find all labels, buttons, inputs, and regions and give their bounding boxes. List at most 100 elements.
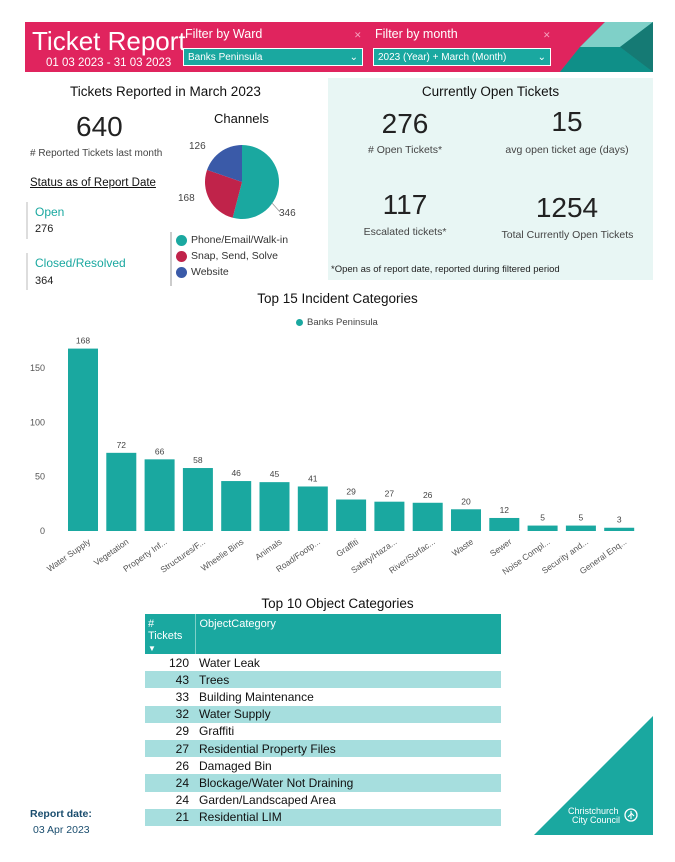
report-title: Ticket Report [32, 26, 186, 56]
bar[interactable] [565, 525, 596, 531]
y-tick-label: 0 [40, 526, 45, 536]
ticket-count-cell: 24 [145, 774, 195, 792]
bar-data-label: 27 [385, 489, 395, 499]
object-category-cell: Trees [195, 671, 501, 689]
bar[interactable] [604, 527, 635, 531]
object-category-cell: Building Maintenance [195, 688, 501, 706]
bar[interactable] [297, 486, 328, 531]
bar[interactable] [527, 525, 558, 531]
col-header-category[interactable]: ObjectCategory [194, 614, 501, 654]
table-row[interactable]: 32 Water Supply [145, 705, 501, 723]
bar-data-label: 45 [270, 469, 280, 479]
status-open-divider [26, 202, 28, 239]
legend-item-phone[interactable]: Phone/Email/Walk-in [176, 232, 320, 248]
month-filter-label: Filter by month [375, 27, 458, 41]
bar[interactable] [68, 348, 98, 531]
bar[interactable] [106, 452, 137, 531]
table-header-row: # Tickets ▼ ObjectCategory [145, 614, 501, 654]
table-row[interactable]: 33 Building Maintenance [145, 688, 501, 706]
bar-data-label: 168 [76, 336, 90, 346]
clear-ward-filter-icon[interactable]: ✕ [354, 30, 362, 40]
status-closed-value: 364 [35, 275, 54, 287]
x-tick-label: Wheelie Bins [199, 536, 245, 573]
reported-total: 640 [76, 111, 123, 142]
table-body: 120 Water Leak 43 Trees 33 Building Maintenan… [145, 654, 501, 826]
pie-slice-phone-email-walk-in[interactable] [232, 145, 279, 219]
avg-age-label: avg open ticket age (days) [505, 144, 629, 156]
table-row[interactable]: 27 Residential Property Files [145, 739, 501, 758]
table-row[interactable]: 43 Trees [145, 671, 501, 689]
month-filter-value: 2023 (Year) + March (Month) [378, 51, 507, 63]
bar[interactable] [412, 502, 443, 531]
reported-total-label: # Reported Tickets last month [30, 148, 163, 159]
bar[interactable] [489, 517, 520, 531]
ticket-count-cell: 43 [145, 671, 195, 689]
object-category-cell: Residential Property Files [195, 739, 501, 758]
chevron-down-icon: ⌄ [349, 51, 358, 63]
header-decoration [560, 22, 653, 72]
bar-data-label: 41 [308, 473, 318, 483]
ticket-count-cell: 29 [145, 722, 195, 740]
pie-slice-website[interactable] [207, 145, 242, 182]
object-category-cell: Water Leak [195, 654, 501, 672]
open-count-label: # Open Tickets* [367, 144, 443, 156]
bar-chart-legend: Banks Peninsula [296, 317, 378, 328]
channels-title: Channels [214, 111, 269, 126]
bar-data-label: 29 [346, 487, 356, 497]
legend-dot-snap [176, 250, 187, 262]
pie-leader-lines [271, 202, 281, 213]
bar[interactable] [374, 501, 405, 531]
month-filter-select[interactable]: 2023 (Year) + March (Month) ⌄ [373, 48, 551, 66]
bar[interactable] [259, 482, 290, 531]
bar-data-label: 26 [423, 490, 433, 500]
x-tick-label: Graffiti [334, 536, 360, 559]
table-row[interactable]: 24 Blockage/Water Not Draining [145, 774, 501, 792]
table-row[interactable]: 29 Graffiti [145, 722, 501, 740]
table-row[interactable]: 24 Garden/Landscaped Area [145, 791, 501, 809]
bar-data-label: 58 [193, 455, 203, 465]
x-tick-label: Waste [450, 536, 475, 558]
legend-label-phone: Phone/Email/Walk-in [191, 234, 289, 246]
pie-slice-snap-send-solve[interactable] [205, 169, 242, 218]
council-logo: Christchurch City Council [568, 807, 638, 825]
pie-label-snap: 168 [178, 193, 195, 204]
chevron-down-icon: ⌄ [537, 51, 546, 63]
total-open-count: 1254 [535, 192, 599, 223]
legend-dot-phone [176, 234, 187, 246]
ward-filter-select[interactable]: Banks Peninsula ⌄ [183, 48, 363, 66]
bar[interactable] [221, 481, 252, 531]
object-category-cell: Blockage/Water Not Draining [195, 774, 501, 792]
bar[interactable] [182, 468, 213, 531]
object-category-cell: Graffiti [195, 722, 501, 740]
bar-data-label: 3 [617, 515, 622, 525]
ward-filter-label: Filter by Ward [185, 27, 263, 41]
legend-item-website[interactable]: Website [176, 264, 320, 280]
status-open-label: Open [35, 205, 65, 219]
bar[interactable] [336, 499, 367, 531]
table-row[interactable]: 26 Damaged Bin [145, 757, 501, 775]
table-row[interactable]: 120 Water Leak [145, 654, 501, 672]
col-header-tickets[interactable]: # Tickets ▼ [145, 614, 195, 654]
ticket-count-cell: 120 [145, 654, 195, 672]
object-category-cell: Residential LIM [195, 808, 501, 826]
bar[interactable] [451, 509, 481, 531]
channels-pie[interactable] [202, 142, 282, 222]
table-row[interactable]: 21 Residential LIM [145, 808, 501, 826]
bar[interactable] [144, 459, 175, 531]
status-closed-label: Closed/Resolved [35, 256, 126, 270]
ticket-count-cell: 27 [145, 739, 195, 758]
object-category-cell: Garden/Landscaped Area [195, 791, 501, 809]
escalated-count: 117 [382, 189, 428, 220]
open-count: 276 [381, 108, 429, 139]
bar-data-label: 72 [117, 440, 127, 450]
clear-month-filter-icon[interactable]: ✕ [543, 30, 551, 40]
legend-item-snap[interactable]: Snap, Send, Solve [176, 248, 320, 264]
council-logo-mark-icon [624, 808, 638, 822]
x-tick-label: Water Supply [45, 536, 93, 574]
ward-filter-value: Banks Peninsula [188, 51, 263, 63]
total-open-label: Total Currently Open Tickets [501, 229, 634, 241]
x-tick-label: Sewer [488, 536, 514, 558]
legend-dot-website [176, 266, 187, 278]
avg-age: 15 [551, 106, 583, 137]
